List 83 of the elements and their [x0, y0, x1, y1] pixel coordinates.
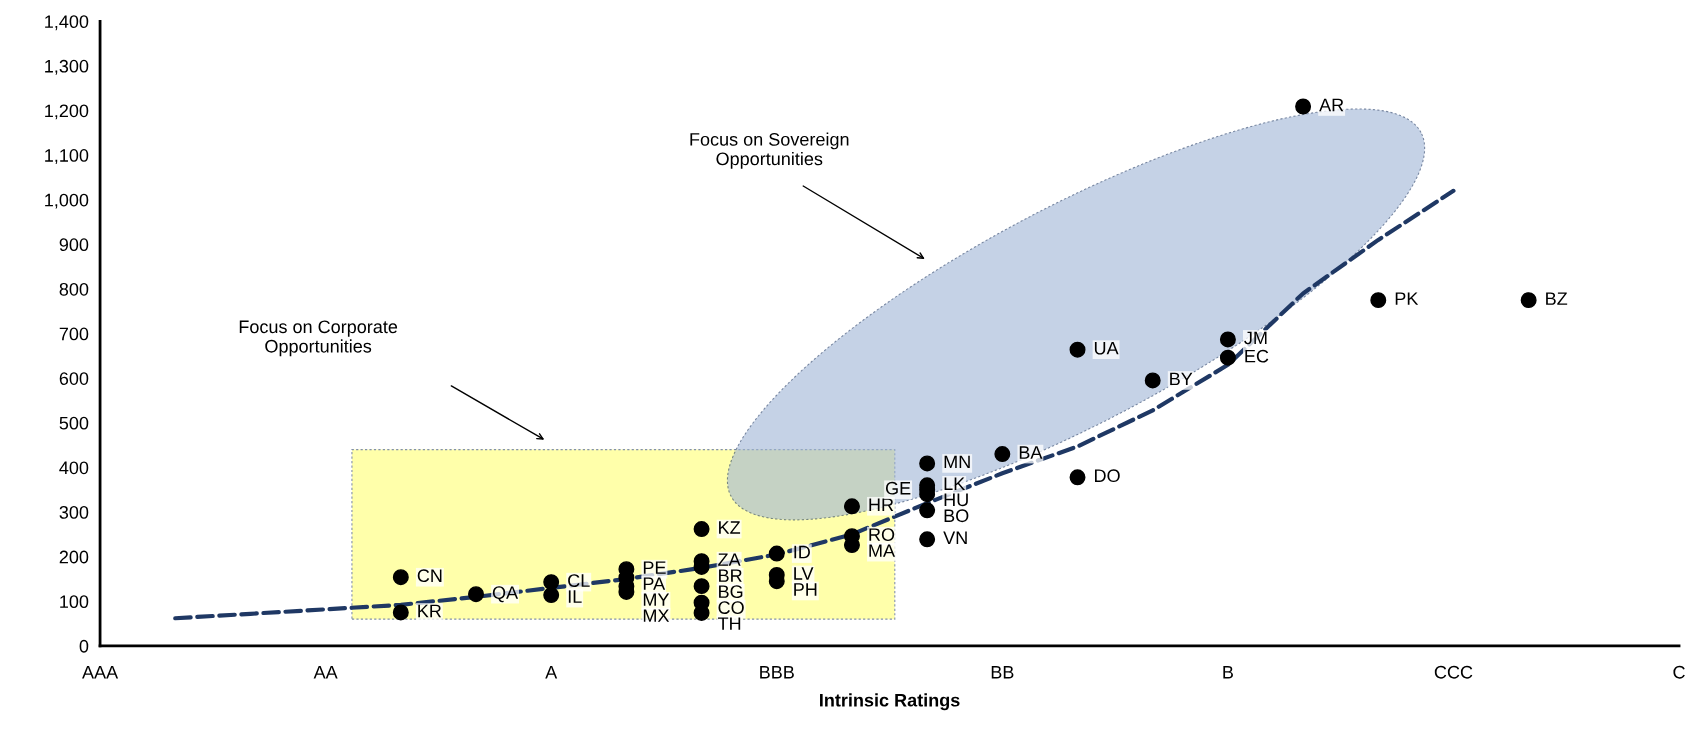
- series-label: JM: [1244, 331, 1267, 345]
- series-label: BA: [1019, 446, 1043, 459]
- series-label: LK: [944, 477, 966, 490]
- series-label: PA: [643, 577, 666, 590]
- y-tick-label: 500: [59, 416, 89, 430]
- y-tick-label: 1,100: [45, 149, 89, 164]
- series-label: MN: [944, 455, 970, 469]
- series-label: VN: [943, 531, 967, 544]
- series-label: BO: [944, 509, 969, 523]
- y-tick-label: 0: [79, 639, 89, 653]
- point: [392, 604, 409, 621]
- series-label: ID: [794, 545, 810, 559]
- series-label: MX: [643, 609, 670, 622]
- series-label: RO: [869, 528, 895, 542]
- x-tick-label: A: [545, 666, 558, 679]
- y-tick-label: 100: [60, 595, 89, 609]
- point: [392, 569, 409, 586]
- series-label: UA: [1094, 341, 1119, 355]
- point: [1219, 331, 1236, 348]
- series-label: MY: [643, 593, 670, 606]
- x-tick-label: B: [1223, 666, 1233, 679]
- series-label: KZ: [719, 521, 741, 534]
- series-label: PK: [1395, 292, 1419, 305]
- annotation: Focus on Corporate Opportunities: [239, 320, 398, 357]
- y-tick-label: 900: [59, 238, 89, 252]
- series-label: CL: [568, 574, 590, 587]
- series-label: LV: [794, 567, 814, 580]
- point: [843, 498, 860, 515]
- series-label: BG: [719, 585, 743, 598]
- y-tick-label: 1,300: [45, 59, 89, 75]
- point: [693, 578, 710, 595]
- point: [543, 574, 560, 591]
- series-label: KR: [418, 604, 442, 618]
- point: [919, 455, 936, 472]
- y-tick-label: 400: [59, 461, 89, 475]
- point: [1219, 349, 1236, 366]
- series-label: IL: [568, 590, 582, 603]
- x-axis-title: Intrinsic Ratings: [820, 693, 960, 711]
- point: [1069, 341, 1086, 358]
- y-tick-label: 300: [59, 506, 89, 519]
- series-label: ZA: [718, 553, 741, 566]
- series-label: HR: [869, 498, 894, 511]
- x-tick-label: BB: [991, 666, 1014, 679]
- series-label: HU: [944, 493, 968, 507]
- series-label: DO: [1095, 469, 1120, 483]
- x-tick-label: AAA: [82, 666, 119, 679]
- y-tick-label: 200: [59, 550, 89, 564]
- point: [919, 502, 936, 519]
- point: [468, 586, 484, 603]
- series-label: MA: [869, 544, 895, 557]
- series-label: PH: [794, 583, 817, 596]
- series-label: CO: [718, 601, 744, 614]
- series-label: GE: [885, 481, 911, 495]
- series-label: BR: [719, 569, 742, 582]
- y-tick-label: 700: [59, 327, 89, 341]
- point: [768, 545, 785, 562]
- point: [1520, 292, 1537, 309]
- series-label: BZ: [1546, 292, 1568, 305]
- point: [1295, 98, 1312, 115]
- point: [919, 531, 936, 548]
- series-label: CN: [417, 569, 442, 583]
- y-tick-label: 800: [59, 282, 89, 296]
- y-tick-label: 1,400: [45, 15, 89, 31]
- series-label: AR: [1319, 98, 1344, 112]
- point: [1144, 372, 1161, 389]
- annotation: Focus on Sovereign Opportunities: [690, 132, 849, 169]
- series-label: BY: [1170, 372, 1193, 386]
- series-label: TH: [717, 617, 741, 630]
- point: [994, 446, 1011, 463]
- point: [1370, 292, 1387, 309]
- y-tick-label: 1,000: [45, 193, 89, 209]
- point: [543, 587, 560, 604]
- series-label: EC: [1245, 349, 1269, 363]
- x-tick-label: CCC: [1434, 665, 1473, 679]
- x-tick-label: C: [1673, 665, 1685, 679]
- x-tick-label: BBB: [760, 666, 794, 679]
- series-label: QA: [492, 586, 519, 603]
- y-tick-label: 1,200: [45, 104, 89, 120]
- x-tick-label: AA: [313, 666, 338, 679]
- series-label: PE: [643, 561, 666, 574]
- y-tick-label: 600: [59, 372, 89, 385]
- point: [1069, 469, 1086, 486]
- point: [693, 521, 710, 538]
